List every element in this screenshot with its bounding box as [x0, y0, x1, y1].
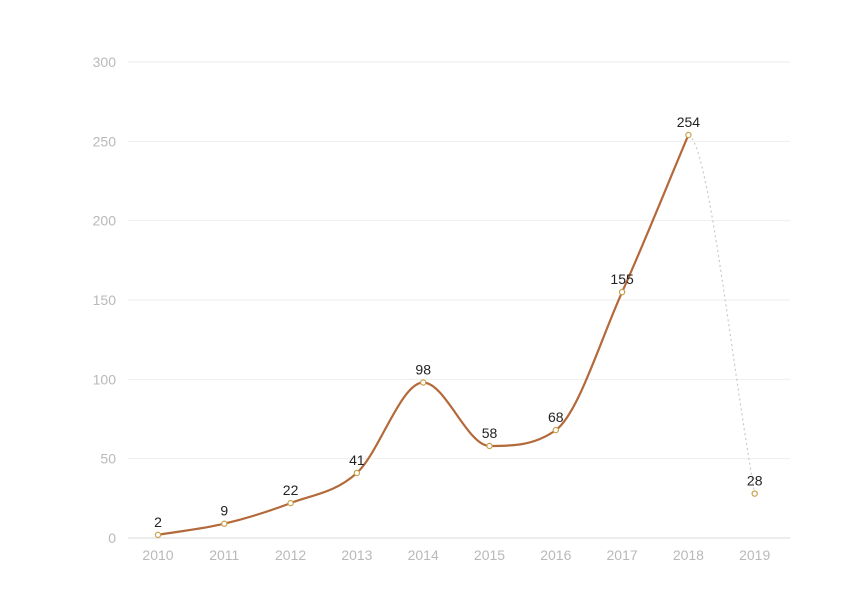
data-label-2010: 2: [154, 514, 162, 530]
data-point-2015: [486, 442, 493, 450]
y-tick-label-100: 100: [93, 371, 117, 387]
y-tick-label-150: 150: [93, 292, 117, 308]
data-point-2017: [618, 288, 626, 296]
projected-series-line: [688, 134, 756, 494]
x-tick-label-2018: 2018: [673, 547, 704, 563]
series-layer: [157, 134, 756, 536]
data-point-2011: [221, 520, 228, 527]
y-tick-label-300: 300: [93, 54, 117, 70]
data-label-2011: 9: [220, 503, 228, 519]
y-tick-label-50: 50: [100, 451, 116, 467]
data-label-2013: 41: [349, 452, 365, 468]
data-label-2016: 68: [548, 409, 564, 425]
y-tick-label-0: 0: [108, 530, 116, 546]
data-point-2013: [353, 469, 361, 477]
data-label-2018: 254: [677, 114, 701, 130]
points-layer: [154, 131, 758, 539]
x-tick-label-2019: 2019: [739, 547, 770, 563]
data-point-2016: [552, 426, 560, 434]
data-point-2010: [154, 531, 162, 539]
data-label-2019: 28: [747, 473, 763, 489]
x-tick-label-2015: 2015: [474, 547, 505, 563]
data-point-2019: [751, 490, 758, 497]
data-point-2012: [287, 499, 294, 507]
data-label-2015: 58: [482, 425, 498, 441]
series-line: [157, 134, 690, 536]
data-point-2018: [685, 131, 692, 139]
labels-layer: 2 9 22 41 98 58 68 155 254 28: [154, 114, 763, 530]
y-tick-label-200: 200: [93, 213, 117, 229]
data-label-2017: 155: [610, 271, 634, 287]
x-tick-label-2014: 2014: [408, 547, 439, 563]
x-tick-label-2016: 2016: [540, 547, 571, 563]
data-label-2012: 22: [283, 482, 299, 498]
data-label-2014: 98: [415, 362, 431, 378]
x-tick-label-2010: 2010: [142, 547, 173, 563]
axis-layer: 0 50 100 150 200 250 300 2010 2011 2012 2013 2014 20…: [93, 54, 790, 563]
x-tick-label-2012: 2012: [275, 547, 306, 563]
x-tick-label-2013: 2013: [341, 547, 372, 563]
grid-layer: [128, 61, 790, 460]
x-tick-label-2017: 2017: [607, 547, 638, 563]
data-point-2014: [420, 379, 427, 386]
y-tick-label-250: 250: [93, 133, 117, 149]
x-tick-label-2011: 2011: [209, 547, 239, 563]
